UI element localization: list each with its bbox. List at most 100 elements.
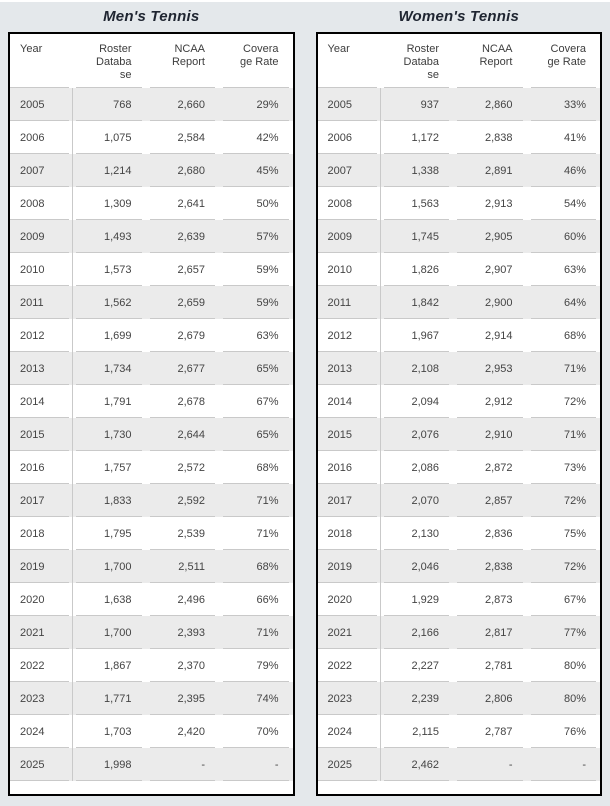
value-cell: 2,572 (146, 451, 220, 484)
mens-tennis-panel: Men's Tennis Year Roster Databa se NCAA Re… (8, 0, 295, 806)
year-cell: 2011 (10, 286, 72, 319)
value-cell: 1,771 (72, 682, 146, 715)
value-cell: 2,130 (379, 517, 454, 550)
value-cell: 64% (527, 286, 601, 319)
table-row: 2006 1,172 2,838 41% (317, 121, 601, 154)
value-cell: 42% (219, 121, 293, 154)
table-row: 2023 2,239 2,806 80% (317, 682, 600, 715)
value-cell: 72% (527, 484, 601, 517)
table-row: 2014 1,791 2,678 67% (10, 385, 293, 418)
value-cell: - (219, 748, 293, 781)
value-cell: 2,227 (379, 649, 454, 682)
value-cell: 2,838 (453, 550, 527, 583)
value-cell: 2,806 (453, 682, 527, 715)
value-cell: 72% (527, 385, 601, 418)
value-cell: 2,660 (146, 88, 220, 121)
table-row: 2012 1,967 2,914 68% (317, 319, 601, 352)
year-cell: 2015 (317, 418, 380, 451)
table-row: 2012 1,699 2,679 63% (10, 319, 293, 352)
value-cell: 2,787 (453, 715, 527, 748)
value-cell: 2,677 (146, 352, 220, 385)
value-cell: 1,998 (72, 748, 146, 781)
year-cell: 2015 (10, 418, 72, 451)
womens-tennis-table: Year Roster Databa se NCAA Report Covera ge… (315, 32, 602, 796)
table-row: 2020 1,929 2,873 67% (317, 583, 601, 616)
value-cell: 937 (379, 88, 454, 121)
year-cell: 2009 (10, 220, 72, 253)
value-cell: 2,891 (453, 154, 527, 187)
year-cell: 2016 (317, 451, 380, 484)
value-cell: 57% (219, 220, 293, 253)
value-cell: 2,905 (453, 220, 527, 253)
value-cell: 1,338 (379, 154, 454, 187)
table-row: 2005 937 2,860 33% (317, 88, 600, 121)
year-cell: 2006 (317, 121, 380, 154)
value-cell: 2,913 (453, 187, 527, 220)
year-cell: 2020 (317, 583, 380, 616)
value-cell: 2,680 (146, 154, 220, 187)
table-row: 2013 2,108 2,953 71% (317, 352, 601, 385)
year-cell: 2014 (10, 385, 72, 418)
value-cell: 2,370 (146, 649, 220, 682)
value-cell: 1,700 (72, 550, 146, 583)
table-row: 2011 1,842 2,900 64% (317, 286, 601, 319)
value-cell: 1,967 (379, 319, 454, 352)
value-cell: 2,659 (146, 286, 220, 319)
year-cell: 2016 (10, 451, 72, 484)
column-header: NCAA Report (453, 34, 527, 88)
value-cell: 2,639 (146, 220, 220, 253)
value-cell: 1,826 (379, 253, 454, 286)
value-cell: 68% (219, 451, 293, 484)
value-cell: 2,781 (453, 649, 527, 682)
table-row: 2005 768 2,660 29% (10, 88, 293, 121)
year-cell: 2010 (317, 253, 380, 286)
value-cell: 2,108 (379, 352, 454, 385)
value-cell: 65% (219, 352, 293, 385)
year-cell: 2020 (10, 583, 72, 616)
year-cell: 2019 (10, 550, 72, 583)
value-cell: 70% (219, 715, 293, 748)
table-row: 2007 1,214 2,680 45% (10, 154, 293, 187)
value-cell: 2,914 (453, 319, 527, 352)
table-row: 2016 1,757 2,572 68% (10, 451, 293, 484)
value-cell: 1,745 (379, 220, 454, 253)
year-cell: 2008 (10, 187, 72, 220)
table-row: 2013 1,734 2,677 65% (10, 352, 293, 385)
value-cell: 72% (527, 550, 601, 583)
value-cell: 45% (219, 154, 293, 187)
table-filler (10, 781, 293, 794)
table-row: 2021 2,166 2,817 77% (317, 616, 600, 649)
table-row: 2023 1,771 2,395 74% (10, 682, 293, 715)
value-cell: 71% (527, 352, 601, 385)
value-cell: 68% (219, 550, 293, 583)
table-row: 2025 2,462- - (317, 748, 600, 781)
table-title-mens: Men's Tennis (103, 8, 200, 25)
value-cell: 2,496 (146, 583, 220, 616)
value-cell: 1,172 (379, 121, 454, 154)
year-cell: 2018 (317, 517, 380, 550)
value-cell: 768 (72, 88, 146, 121)
value-cell: 1,638 (72, 583, 146, 616)
value-cell: 1,309 (72, 187, 146, 220)
value-cell: 29% (219, 88, 293, 121)
value-cell: 2,393 (146, 616, 220, 649)
mens-tennis-table: Year Roster Databa se NCAA Report Covera ge… (8, 32, 295, 796)
value-cell: 1,700 (72, 616, 146, 649)
year-cell: 2009 (317, 220, 380, 253)
value-cell: 1,493 (72, 220, 146, 253)
table-row: 2007 1,338 2,891 46% (317, 154, 600, 187)
column-header: Roster Databa se (72, 34, 146, 88)
value-cell: 1,867 (72, 649, 146, 682)
table-row: 2011 1,562 2,659 59% (10, 286, 293, 319)
value-cell: 2,817 (453, 616, 527, 649)
value-cell: 68% (527, 319, 601, 352)
value-cell: 2,584 (146, 121, 220, 154)
table-row: 2019 2,046 2,838 72% (317, 550, 601, 583)
value-cell: 2,857 (453, 484, 527, 517)
value-cell: 71% (219, 517, 293, 550)
value-cell: 41% (527, 121, 601, 154)
year-cell: 2018 (10, 517, 72, 550)
value-cell: 2,070 (379, 484, 454, 517)
year-cell: 2022 (317, 649, 380, 682)
value-cell: 2,539 (146, 517, 220, 550)
